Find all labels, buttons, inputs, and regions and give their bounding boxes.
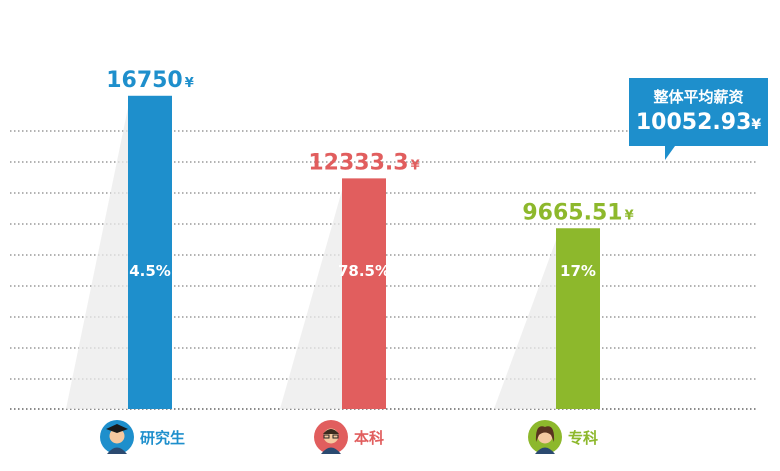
average-salary-unit: ¥	[751, 117, 762, 133]
icon-glasses-right	[332, 434, 339, 439]
bar-percent-label: 78.5%	[338, 262, 390, 280]
icon-body	[535, 447, 555, 454]
icon-face	[109, 428, 125, 444]
female-avatar-icon	[528, 420, 562, 454]
bar-shadow	[280, 190, 342, 409]
bar-percent-label: 4.5%	[129, 262, 171, 280]
bar-percent-label: 17%	[560, 262, 596, 280]
bar	[128, 95, 172, 410]
average-salary-value-wrap: 10052.93¥	[629, 110, 768, 135]
category-label: 专科	[568, 429, 598, 447]
average-salary-value: 10052.93	[635, 110, 752, 135]
bar	[556, 228, 600, 409]
icon-hair	[535, 426, 555, 442]
icon-body	[321, 447, 341, 454]
graduate-avatar-icon	[100, 420, 134, 454]
bar-shadow	[66, 107, 128, 410]
bar-shadow	[494, 240, 556, 409]
glasses-avatar-icon	[314, 420, 348, 454]
icon-cap	[106, 424, 128, 433]
icon-body	[107, 447, 127, 454]
icon-glasses-left	[323, 434, 330, 439]
bar-value-label: 12333.3 ¥	[308, 150, 419, 175]
bar	[342, 178, 386, 409]
category-label: 本科	[354, 429, 384, 447]
bar-shadows	[66, 107, 556, 410]
value-labels: 16750 ¥ 4.5% 研究生 12333.3 ¥ 78.5% 本科 9665.51 ¥ 17% 专…	[106, 68, 633, 447]
average-salary-title: 整体平均薪资	[653, 88, 744, 106]
category-icons	[100, 420, 562, 454]
bars	[128, 95, 600, 410]
bar-value-label: 9665.51 ¥	[522, 200, 633, 225]
icon-hair	[323, 429, 339, 434]
average-salary-callout: 整体平均薪资 10052.93¥	[629, 78, 768, 160]
category-label: 研究生	[140, 429, 185, 447]
bar-value-label: 16750 ¥	[106, 68, 194, 93]
